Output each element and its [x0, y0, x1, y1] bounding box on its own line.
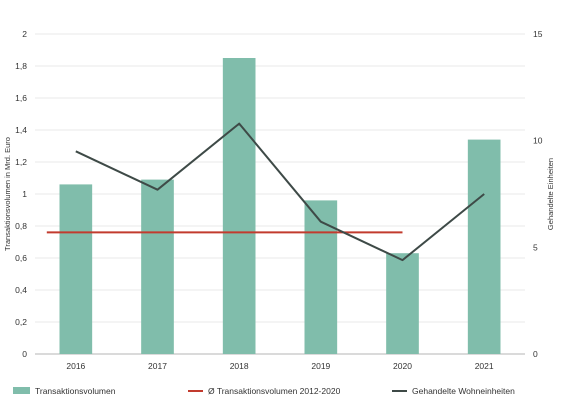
series-line-units	[75, 122, 485, 262]
gridlines	[35, 33, 525, 355]
y-tick-label: 0,2	[15, 317, 27, 327]
bar-2019	[304, 200, 338, 354]
y2-tick-label: 15	[533, 29, 543, 39]
x-tick-label: 2016	[66, 361, 85, 371]
y-tick-label: 1	[22, 189, 27, 199]
bar-2018	[222, 58, 256, 354]
x-tick-label: 2018	[230, 361, 249, 371]
legend-swatch-bar	[13, 387, 30, 394]
legend: Transaktionsvolumen Ø Transaktionsvolume…	[13, 386, 515, 396]
y2-tick-label: 5	[533, 242, 538, 252]
y-tick-label: 1,6	[15, 93, 27, 103]
legend-item-average: Ø Transaktionsvolumen 2012-2020	[188, 386, 341, 396]
y2-tick-label: 0	[533, 349, 538, 359]
y-tick-label: 0,8	[15, 221, 27, 231]
y-tick-label: 1,2	[15, 157, 27, 167]
bar-2017	[141, 179, 174, 354]
x-tick-label: 2020	[393, 361, 412, 371]
x-tick-label: 2019	[311, 361, 330, 371]
y-tick-label: 0,6	[15, 253, 27, 263]
tick-labels: 0 0,2 0,4 0,6 0,8 1 1,2 1,4 1,6 1,8 2 0 5 10 15 2016 201…	[15, 29, 543, 371]
legend-label: Transaktionsvolumen	[35, 386, 116, 396]
y-tick-label: 0	[22, 349, 27, 359]
y-tick-label: 1,4	[15, 125, 27, 135]
legend-item-units: Gehandelte Wohneinheiten	[392, 386, 515, 396]
y2-tick-label: 10	[533, 136, 543, 146]
legend-item-transaktionsvolumen: Transaktionsvolumen	[13, 386, 116, 396]
y-tick-label: 0,4	[15, 285, 27, 295]
bar-2016	[59, 184, 93, 354]
x-tick-label: 2021	[475, 361, 494, 371]
y2-axis-title: Gehandelte Einheiten	[546, 158, 555, 230]
legend-label: Gehandelte Wohneinheiten	[412, 386, 515, 396]
bar-2020	[386, 253, 419, 354]
line-series	[46, 122, 485, 262]
y-tick-label: 1,8	[15, 61, 27, 71]
bar-2021	[467, 139, 501, 354]
y-tick-label: 2	[22, 29, 27, 39]
x-tick-label: 2017	[148, 361, 167, 371]
legend-label: Ø Transaktionsvolumen 2012-2020	[208, 386, 341, 396]
bar-series	[59, 58, 501, 354]
y-axis-title: Transaktionsvolumen in Mrd. Euro	[3, 137, 12, 251]
